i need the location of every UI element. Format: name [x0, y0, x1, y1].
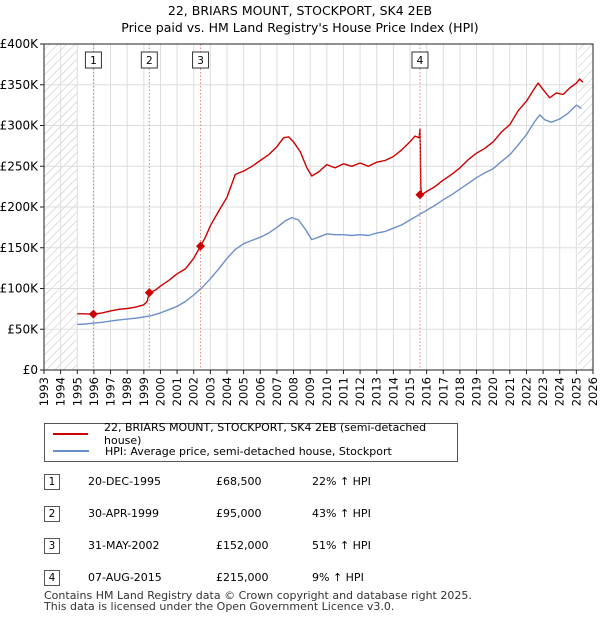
x-tick-label: 2004 [220, 377, 234, 406]
sale-label-box: 2 [140, 51, 158, 69]
sale-hpi-delta: 51% ↑ HPI [312, 539, 371, 552]
legend-swatch-property [53, 433, 88, 435]
sale-point-marker [88, 309, 98, 319]
x-tick-label: 2017 [436, 377, 450, 406]
y-tick-label: £300K [0, 119, 39, 133]
y-tick-label: £0 [23, 363, 38, 377]
x-tick-label: 1996 [87, 377, 101, 406]
x-tick-label: 2013 [370, 377, 384, 406]
legend-swatch-hpi [53, 450, 89, 452]
y-tick-label: £400K [0, 37, 39, 51]
series-line-property [77, 78, 584, 315]
x-tick-label: 1994 [54, 377, 68, 406]
x-tick-label: 1993 [37, 377, 51, 406]
y-tick-label: £100K [0, 282, 39, 296]
x-tick-label: 2002 [187, 377, 201, 406]
price-chart: 1 2 3 4 £0 £50K £100K £150K £200K £250K £300K £350K… [0, 37, 600, 406]
sale-date: 07-AUG-2015 [88, 571, 162, 584]
sale-hpi-delta: 22% ↑ HPI [312, 475, 371, 488]
x-tick-label: 2019 [470, 377, 484, 406]
x-tick-label: 2006 [253, 377, 267, 406]
legend-label-hpi: HPI: Average price, semi-detached house,… [105, 444, 392, 458]
sale-date: 20-DEC-1995 [88, 475, 162, 488]
sale-price: £152,000 [216, 539, 269, 552]
sale-price: £95,000 [216, 507, 262, 520]
legend-label-property: 22, BRIARS MOUNT, STOCKPORT, SK4 2EB (se… [104, 421, 427, 447]
x-tick-label: 2025 [569, 377, 583, 406]
x-tick-label: 2023 [536, 377, 550, 406]
sale-label: 3 [197, 55, 204, 67]
sale-label-frame [192, 51, 210, 69]
sale-label-box: 3 [192, 51, 210, 69]
title-line1: 22, BRIARS MOUNT, STOCKPORT, SK4 2EB [167, 3, 433, 18]
x-tick-label: 2007 [270, 377, 284, 406]
series-line-hpi [77, 104, 582, 326]
x-tick-label: 1999 [137, 377, 151, 406]
x-tick-label: 2008 [287, 377, 301, 406]
footer: Contains HM Land Registry data © Crown c… [44, 590, 472, 612]
y-tick-label: £150K [0, 241, 39, 255]
x-tick-label: 2012 [353, 377, 367, 406]
x-tick-label: 2021 [503, 377, 517, 406]
sale-point-marker [196, 241, 206, 251]
legend-item-hpi: HPI: Average price, semi-detached house,… [53, 443, 392, 459]
sale-date: 31-MAY-2002 [88, 539, 160, 552]
x-tick-label: 2024 [553, 377, 567, 406]
legend: 22, BRIARS MOUNT, STOCKPORT, SK4 2EB (se… [44, 421, 458, 462]
sale-label-box: 4 [411, 51, 429, 69]
x-tick-label: 2000 [153, 377, 167, 406]
sale-hpi-delta: 43% ↑ HPI [312, 507, 371, 520]
y-tick-label: £50K [7, 322, 39, 336]
x-tick-label: 1998 [120, 377, 134, 406]
sale-price: £215,000 [216, 571, 269, 584]
sale-label: 2 [146, 55, 153, 67]
sale-point-marker [144, 288, 154, 298]
legend-item-property: 22, BRIARS MOUNT, STOCKPORT, SK4 2EB (se… [53, 421, 457, 447]
x-tick-label: 2011 [336, 377, 350, 406]
sale-label-frame [84, 51, 102, 69]
x-tick-label: 2014 [386, 377, 400, 406]
x-tick-label: 2001 [170, 377, 184, 406]
table-row: 4 07-AUG-2015 £215,000 9% ↑ HPI [44, 568, 444, 588]
x-tick-label: 2016 [420, 377, 434, 406]
x-tick-label: 2003 [203, 377, 217, 406]
table-row: 3 31-MAY-2002 £152,000 51% ↑ HPI [44, 536, 444, 556]
sale-number-badge: 1 [44, 474, 60, 490]
title-line2: Price paid vs. HM Land Registry's House … [121, 20, 479, 35]
x-tick-label: 2009 [303, 377, 317, 406]
sale-label: 4 [417, 55, 424, 67]
table-row: 2 30-APR-1999 £95,000 43% ↑ HPI [44, 504, 444, 524]
sale-number-badge: 4 [44, 570, 60, 586]
sale-label-frame [140, 51, 158, 69]
footer-line1: Contains HM Land Registry data © Crown c… [44, 589, 472, 602]
sale-point-marker [415, 190, 425, 200]
y-tick-label: £350K [0, 78, 39, 92]
x-tick-label: 2005 [237, 377, 251, 406]
table-row: 1 20-DEC-1995 £68,500 22% ↑ HPI [44, 472, 444, 492]
footer-line2: This data is licensed under the Open Gov… [44, 600, 395, 613]
x-tick-label: 1995 [70, 377, 84, 406]
x-tick-label: 1997 [104, 377, 118, 406]
x-tick-label: 2026 [586, 377, 600, 406]
sale-date: 30-APR-1999 [88, 507, 160, 520]
sale-number-badge: 2 [44, 506, 60, 522]
y-tick-label: £250K [0, 159, 39, 173]
sale-price: £68,500 [216, 475, 262, 488]
x-tick-label: 2022 [519, 377, 533, 406]
chart-title: 22, BRIARS MOUNT, STOCKPORT, SK4 2EB Pri… [0, 2, 600, 36]
sale-label-frame [411, 51, 429, 69]
x-tick-label: 2015 [403, 377, 417, 406]
x-tick-label: 2010 [320, 377, 334, 406]
x-tick-label: 2018 [453, 377, 467, 406]
sale-label: 1 [90, 55, 97, 67]
sale-hpi-delta: 9% ↑ HPI [312, 571, 364, 584]
x-tick-label: 2020 [486, 377, 500, 406]
sale-number-badge: 3 [44, 538, 60, 554]
y-tick-label: £200K [0, 200, 39, 214]
sale-label-box: 1 [84, 51, 102, 69]
